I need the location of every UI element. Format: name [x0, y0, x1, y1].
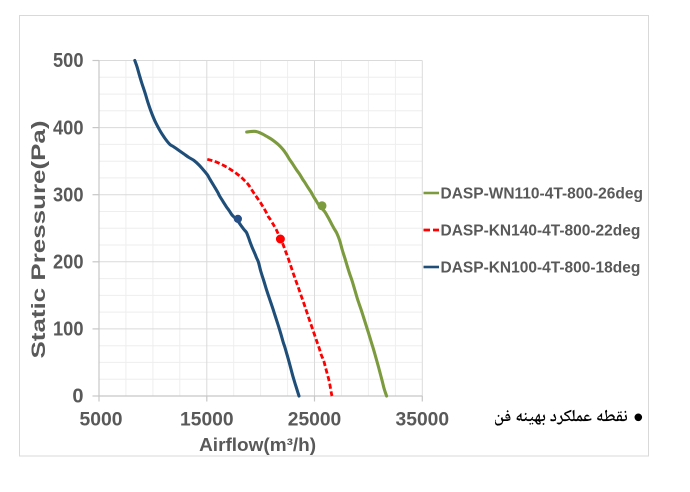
svg-text:DASP-KN100-4T-800-18deg: DASP-KN100-4T-800-18deg	[441, 260, 641, 277]
svg-text:5000: 5000	[80, 409, 123, 431]
svg-text:200: 200	[53, 252, 84, 274]
svg-text:400: 400	[53, 117, 84, 139]
svg-text:15000: 15000	[180, 409, 234, 431]
svg-text:Airflow(m³/h): Airflow(m³/h)	[199, 435, 316, 455]
svg-text:500: 500	[53, 50, 84, 72]
svg-text:DASP-WN110-4T-800-26deg: DASP-WN110-4T-800-26deg	[441, 186, 643, 203]
svg-text:DASP-KN140-4T-800-22deg: DASP-KN140-4T-800-22deg	[441, 223, 641, 240]
svg-text:100: 100	[53, 319, 84, 341]
svg-text:Static Pressure(Pa): Static Pressure(Pa)	[29, 121, 50, 359]
svg-text:300: 300	[53, 184, 84, 206]
svg-text:35000: 35000	[396, 409, 450, 431]
svg-text:0: 0	[72, 386, 83, 408]
svg-text:25000: 25000	[288, 409, 342, 431]
